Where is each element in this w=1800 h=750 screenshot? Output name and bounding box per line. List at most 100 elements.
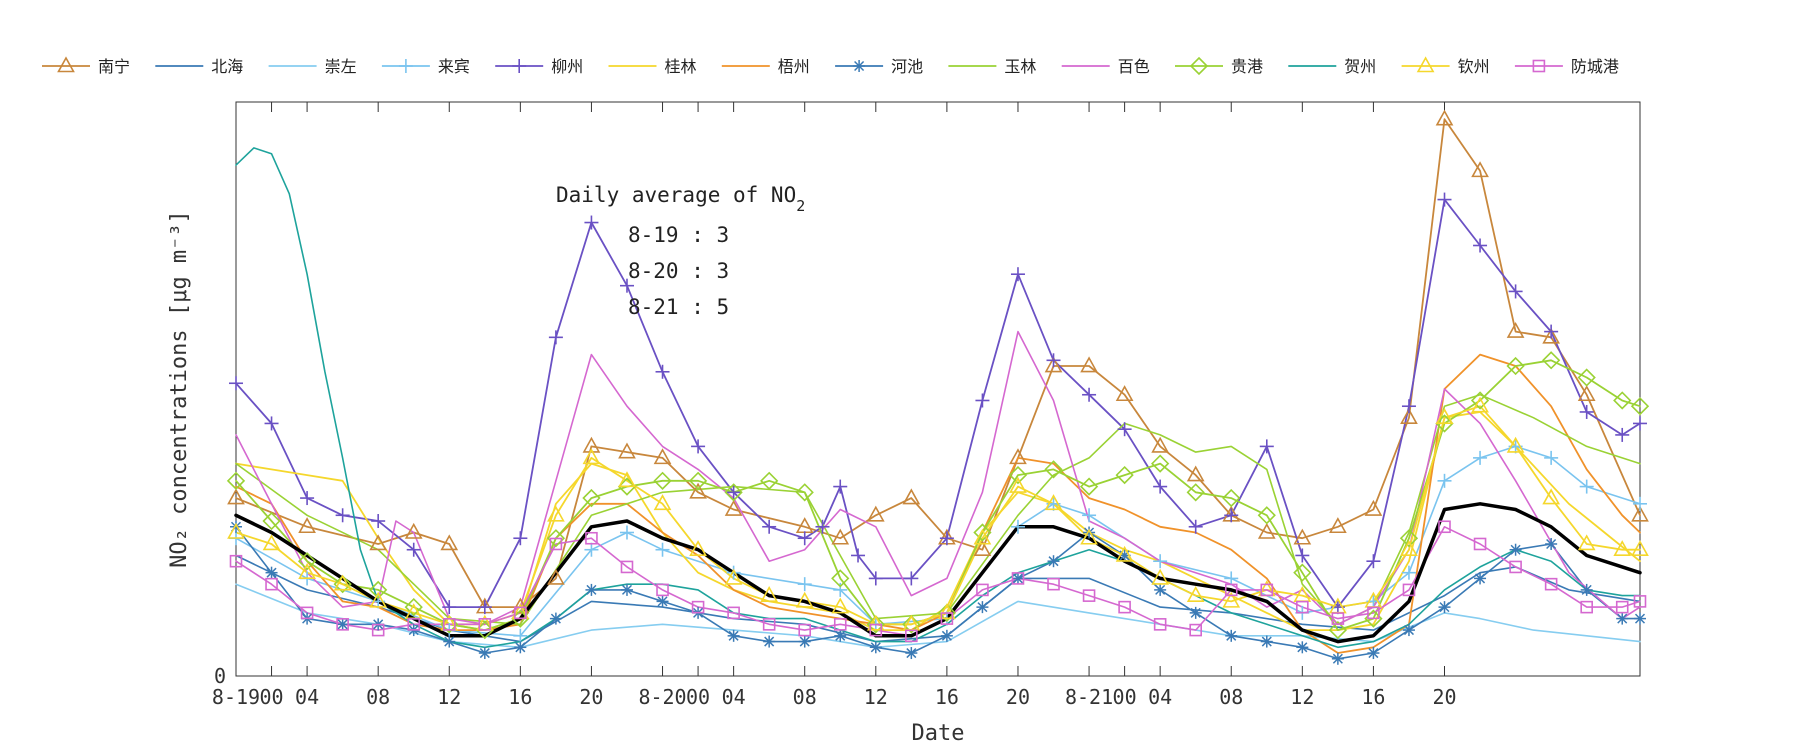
data-point-marker bbox=[866, 614, 885, 631]
data-point-marker bbox=[582, 448, 601, 465]
data-point-marker bbox=[1474, 572, 1487, 585]
x-tick-label: 08 bbox=[1219, 685, 1243, 709]
axis-labels: Date NO₂ concentrations [μg m⁻³] bbox=[167, 210, 964, 746]
data-point-marker bbox=[1631, 540, 1649, 557]
data-point-marker bbox=[511, 597, 530, 614]
data-point-marker bbox=[975, 393, 990, 408]
data-point-marker bbox=[585, 531, 598, 545]
data-point-marker bbox=[869, 641, 882, 654]
x-tick-label: 20 bbox=[1006, 685, 1030, 709]
annotation-title: Daily average of NO2 bbox=[556, 183, 805, 215]
legend: 南宁 北海 崇左 来宾 柳州 桂林 梧州 河池 玉林 百色 贵港 贺州 钦州 防城港 bbox=[42, 56, 1619, 76]
legend-item: 柳州 bbox=[495, 57, 583, 76]
data-point-marker bbox=[938, 603, 956, 620]
data-point-marker bbox=[227, 488, 245, 505]
data-point-marker bbox=[1401, 565, 1416, 580]
data-point-marker bbox=[1118, 600, 1131, 614]
data-point-marker bbox=[833, 479, 848, 494]
data-point-marker bbox=[333, 574, 352, 591]
legend-label: 钦州 bbox=[1458, 57, 1490, 76]
data-point-marker bbox=[1186, 465, 1205, 482]
legend-item: 南宁 bbox=[42, 56, 130, 76]
data-point-marker bbox=[620, 560, 634, 574]
data-point-marker bbox=[1366, 554, 1381, 569]
data-point-marker bbox=[1630, 397, 1650, 416]
data-point-marker bbox=[1115, 545, 1134, 562]
data-point-marker bbox=[442, 600, 457, 615]
data-point-marker bbox=[1509, 560, 1522, 574]
legend-item: 防城港 bbox=[1514, 57, 1619, 76]
data-point-marker bbox=[1580, 583, 1593, 596]
data-point-marker bbox=[760, 585, 779, 602]
data-point-marker bbox=[904, 571, 919, 586]
data-point-marker bbox=[226, 471, 246, 490]
series-line-0 bbox=[235, 118, 1641, 608]
data-point-marker bbox=[1044, 356, 1063, 373]
x-tick-label: 16 bbox=[935, 685, 959, 709]
data-point-marker bbox=[477, 600, 492, 615]
data-point-marker bbox=[1544, 450, 1559, 465]
data-point-marker bbox=[300, 491, 315, 506]
data-point-marker bbox=[1577, 385, 1596, 402]
data-point-marker bbox=[973, 523, 992, 542]
data-point-marker bbox=[973, 540, 992, 557]
data-point-marker bbox=[973, 528, 992, 545]
data-point-marker bbox=[1435, 408, 1454, 425]
data-point-marker bbox=[549, 537, 563, 551]
data-point-marker bbox=[724, 499, 743, 516]
data-point-marker bbox=[1402, 583, 1416, 597]
data-point-marker bbox=[513, 628, 528, 643]
data-point-marker bbox=[726, 485, 741, 500]
data-point-marker bbox=[1402, 624, 1415, 637]
series-line-11 bbox=[235, 147, 1641, 649]
data-point-marker bbox=[298, 563, 316, 579]
legend-label: 贵港 bbox=[1231, 57, 1263, 76]
data-point-marker bbox=[1151, 454, 1170, 473]
x-tick-label: 20 bbox=[1432, 685, 1456, 709]
data-point-marker bbox=[726, 565, 741, 580]
data-point-marker bbox=[727, 606, 740, 620]
data-point-marker bbox=[940, 612, 954, 625]
data-point-marker bbox=[691, 600, 705, 614]
data-point-marker bbox=[371, 623, 385, 637]
data-point-marker bbox=[1437, 192, 1452, 207]
data-point-marker bbox=[512, 59, 527, 73]
data-point-marker bbox=[795, 483, 814, 502]
data-point-marker bbox=[939, 531, 954, 546]
legend-item: 北海 bbox=[155, 57, 243, 76]
data-point-marker bbox=[940, 629, 953, 642]
data-point-marker bbox=[514, 641, 527, 654]
data-point-marker bbox=[762, 519, 777, 534]
data-point-marker bbox=[547, 568, 565, 585]
data-point-marker bbox=[1634, 612, 1646, 625]
data-point-marker bbox=[1367, 606, 1380, 620]
data-point-marker bbox=[833, 618, 847, 631]
data-point-marker bbox=[1296, 641, 1309, 654]
data-point-marker bbox=[1633, 416, 1647, 431]
data-point-marker bbox=[1257, 506, 1276, 525]
data-point-marker bbox=[653, 471, 672, 490]
data-point-marker bbox=[371, 514, 386, 529]
data-point-marker bbox=[514, 606, 527, 620]
data-point-marker bbox=[442, 618, 456, 631]
data-point-marker bbox=[1328, 620, 1348, 640]
data-point-marker bbox=[1293, 563, 1312, 582]
series-line-8 bbox=[235, 393, 1641, 626]
x-tick-label: 8-19 bbox=[212, 685, 260, 709]
legend-label: 防城港 bbox=[1571, 57, 1619, 76]
data-point-marker bbox=[1542, 488, 1560, 505]
data-point-marker bbox=[866, 615, 885, 634]
legend-item: 贵港 bbox=[1175, 56, 1263, 76]
data-point-marker bbox=[547, 505, 565, 522]
data-point-marker bbox=[513, 531, 528, 546]
data-point-marker bbox=[1225, 629, 1238, 642]
series-markers-0 bbox=[227, 109, 1649, 614]
data-point-marker bbox=[815, 519, 830, 534]
data-point-marker bbox=[724, 483, 743, 502]
legend-label: 玉林 bbox=[1004, 57, 1036, 76]
data-point-marker bbox=[656, 583, 669, 597]
legend-item: 桂林 bbox=[608, 57, 697, 76]
data-point-marker bbox=[369, 534, 388, 551]
series-markers-13 bbox=[229, 520, 1647, 643]
series-line-9 bbox=[235, 330, 1641, 626]
